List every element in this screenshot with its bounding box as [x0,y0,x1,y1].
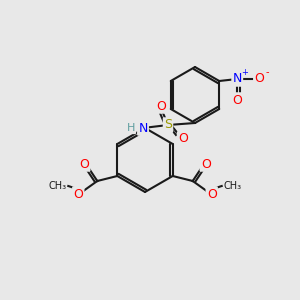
Text: O: O [201,158,211,170]
Text: CH₃: CH₃ [224,181,242,191]
Text: O: O [156,100,166,112]
Text: O: O [73,188,83,200]
Text: -: - [265,67,269,77]
Text: O: O [207,188,217,200]
Text: H: H [127,123,135,133]
Text: O: O [232,94,242,106]
Text: N: N [232,73,242,85]
Text: CH₃: CH₃ [48,181,66,191]
Text: O: O [79,158,89,170]
Text: +: + [241,68,248,77]
Text: N: N [138,122,148,134]
Text: O: O [254,73,264,85]
Text: S: S [164,118,172,131]
Text: O: O [178,133,188,146]
